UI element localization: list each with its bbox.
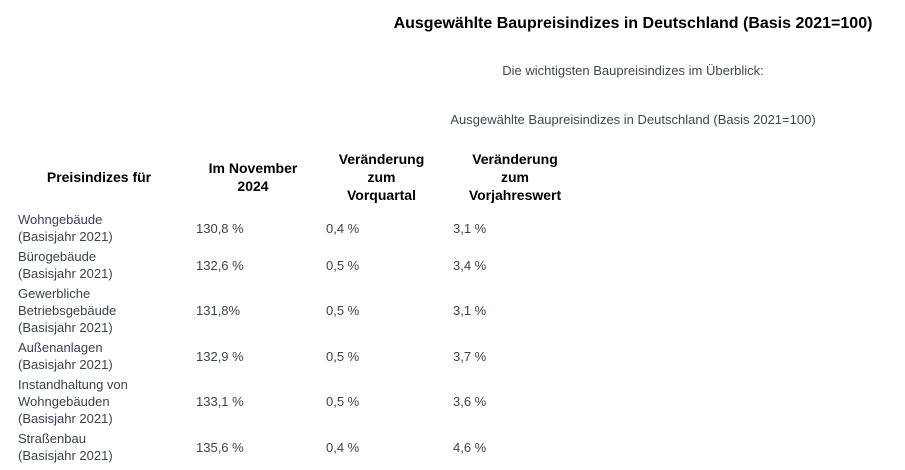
table-row: Gewerbliche Betriebsgebäude (Basisjahr 2…	[10, 283, 585, 337]
value-vorquartal: 0,5 %	[326, 394, 360, 409]
row-label: Außenanlagen (Basisjahr 2021)	[18, 340, 113, 372]
price-index-table: Preisindizes für Im November 2024 Veränd…	[10, 150, 585, 465]
table-caption: Ausgewählte Baupreisindizes in Deutschla…	[450, 112, 816, 127]
value-vorjahreswert: 3,1 %	[453, 303, 487, 318]
column-header-vorjahreswert: Veränderung zum Vorjahreswert	[468, 151, 562, 203]
table-row: Instandhaltung von Wohngebäuden (Basisja…	[10, 374, 585, 428]
value-november: 132,9 %	[196, 348, 244, 364]
page-subtitle: Die wichtigsten Baupreisindizes im Überb…	[502, 63, 764, 78]
page-title: Ausgewählte Baupreisindizes in Deutschla…	[393, 15, 873, 32]
column-header-november: Im November 2024	[208, 160, 298, 194]
value-november: 130,8 %	[196, 220, 244, 236]
table-row: Straßenbau (Basisjahr 2021) 135,6 % 0,4 …	[10, 428, 585, 465]
row-label: Wohngebäude (Basisjahr 2021)	[18, 212, 113, 244]
table-header-row: Preisindizes für Im November 2024 Veränd…	[10, 150, 585, 209]
row-label: Straßenbau (Basisjahr 2021)	[18, 431, 113, 463]
value-vorquartal: 0,4 %	[326, 220, 360, 236]
table-row: Bürogebäude (Basisjahr 2021) 132,6 % 0,5…	[10, 246, 585, 283]
value-november: 131,8%	[196, 303, 241, 318]
row-label: Gewerbliche Betriebsgebäude (Basisjahr 2…	[18, 286, 117, 335]
value-vorquartal: 0,4 %	[326, 439, 360, 455]
value-vorjahreswert: 3,7 %	[453, 348, 487, 364]
value-vorquartal: 0,5 %	[326, 348, 360, 364]
row-label: Bürogebäude (Basisjahr 2021)	[18, 249, 113, 281]
value-vorquartal: 0,5 %	[326, 257, 360, 273]
header-block: Ausgewählte Baupreisindizes in Deutschla…	[360, 0, 905, 128]
column-header-preisindizes: Preisindizes für	[46, 169, 152, 185]
value-vorjahreswert: 3,6 %	[453, 394, 487, 409]
value-vorjahreswert: 4,6 %	[453, 439, 487, 455]
value-vorquartal: 0,5 %	[326, 303, 360, 318]
table-row: Außenanlagen (Basisjahr 2021) 132,9 % 0,…	[10, 337, 585, 374]
column-header-vorquartal: Veränderung zum Vorquartal	[338, 151, 425, 203]
row-label: Instandhaltung von Wohngebäuden (Basisja…	[18, 377, 128, 426]
value-vorjahreswert: 3,4 %	[453, 257, 487, 273]
value-november: 132,6 %	[196, 257, 244, 273]
value-vorjahreswert: 3,1 %	[453, 220, 487, 236]
table-row: Wohngebäude (Basisjahr 2021) 130,8 % 0,4…	[10, 209, 585, 246]
value-november: 133,1 %	[196, 394, 244, 409]
value-november: 135,6 %	[196, 439, 244, 455]
